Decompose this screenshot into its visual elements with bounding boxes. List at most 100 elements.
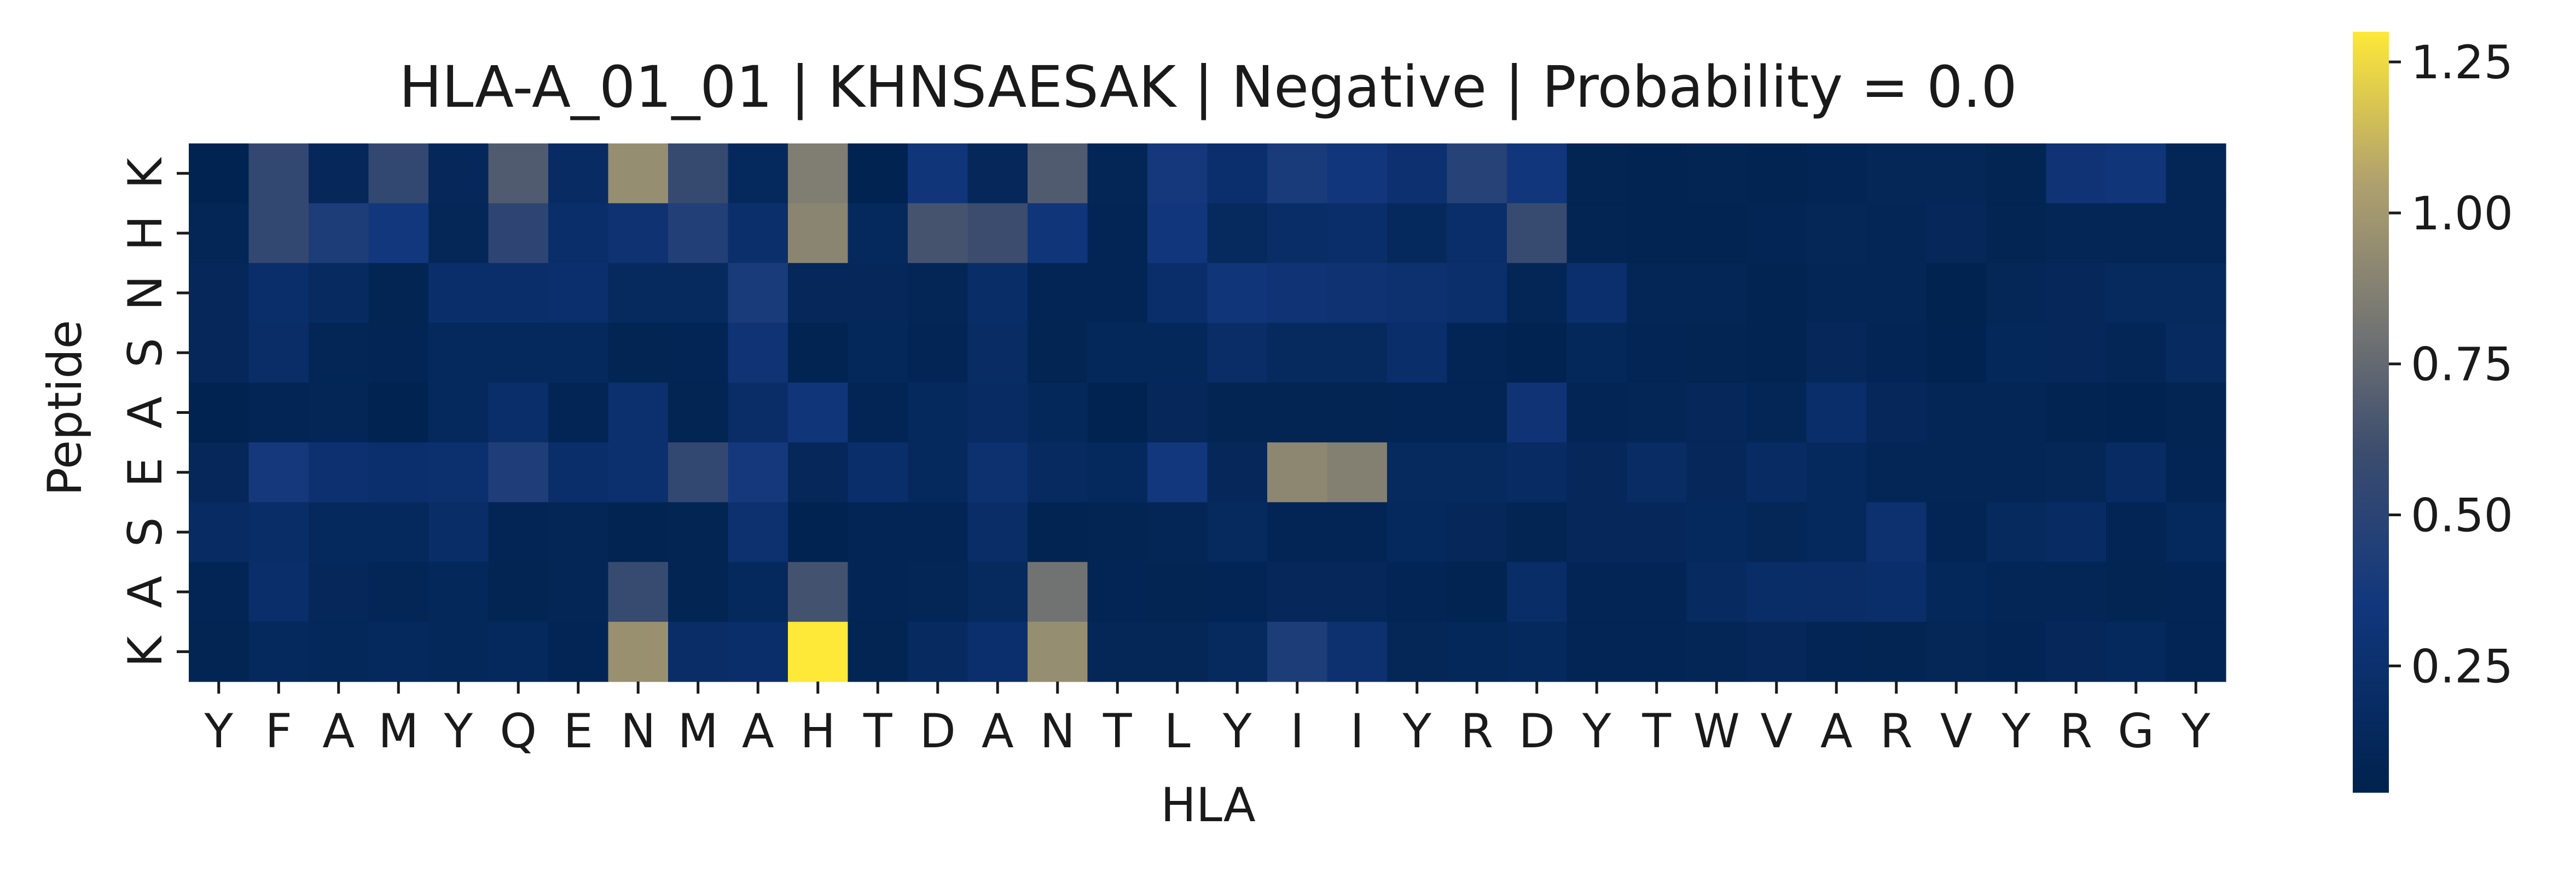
heatmap-cell: [309, 382, 369, 443]
heatmap-cell: [1147, 442, 1208, 503]
heatmap-cell: [728, 203, 788, 264]
heatmap-cell: [1627, 442, 1687, 503]
heatmap-cell: [1387, 621, 1448, 682]
x-tick-label: I: [1350, 704, 1364, 759]
heatmap-cell: [788, 143, 849, 204]
heatmap-cell: [1147, 382, 1208, 443]
heatmap-cell: [189, 143, 250, 204]
heatmap-cell: [967, 143, 1028, 204]
heatmap-cell: [1147, 263, 1208, 324]
heatmap-cell: [1267, 143, 1328, 204]
heatmap-cell: [1028, 502, 1088, 563]
heatmap-cell: [1327, 502, 1388, 563]
heatmap-cell: [1806, 322, 1867, 383]
heatmap-cell: [1207, 562, 1268, 622]
heatmap-cell: [428, 621, 489, 682]
heatmap-cell: [428, 502, 489, 563]
heatmap-cell: [309, 562, 369, 622]
heatmap-cell: [2166, 322, 2226, 383]
heatmap-cell: [1986, 442, 2047, 503]
heatmap-cell: [1926, 263, 1987, 324]
x-tick-label: Q: [500, 704, 537, 759]
heatmap-cell: [1387, 502, 1448, 563]
heatmap-cell: [248, 203, 309, 264]
heatmap-cell: [608, 502, 669, 563]
heatmap-cell: [1986, 322, 2047, 383]
heatmap-cell: [1866, 263, 1927, 324]
heatmap-cell: [1686, 562, 1747, 622]
heatmap-cell: [967, 322, 1028, 383]
heatmap-cell: [1327, 322, 1388, 383]
heatmap-cell: [1567, 621, 1627, 682]
heatmap-cell: [2166, 562, 2226, 622]
heatmap-cell: [189, 382, 250, 443]
heatmap-cell: [908, 203, 968, 264]
heatmap-cell: [2046, 621, 2107, 682]
x-tick-label: A: [742, 704, 774, 759]
heatmap-cell: [548, 263, 609, 324]
heatmap-cell: [1387, 143, 1448, 204]
heatmap-cell: [1028, 442, 1088, 503]
heatmap-cell: [1207, 203, 1268, 264]
y-axis-label: Peptide: [38, 320, 92, 495]
heatmap-cell: [1147, 322, 1208, 383]
heatmap-cell: [1686, 322, 1747, 383]
heatmap-cell: [1806, 382, 1867, 443]
heatmap-cell: [548, 382, 609, 443]
heatmap-cell: [189, 263, 250, 324]
heatmap-cell: [248, 442, 309, 503]
x-tick-label: A: [1820, 704, 1853, 759]
heatmap-cell: [1447, 502, 1507, 563]
heatmap-cell: [368, 263, 429, 324]
heatmap-cell: [2046, 562, 2107, 622]
heatmap-cell: [1747, 562, 1807, 622]
heatmap-cell: [1806, 621, 1867, 682]
heatmap-cell: [1028, 203, 1088, 264]
heatmap-cell: [1866, 143, 1927, 204]
heatmap-cell: [428, 322, 489, 383]
heatmap-cell: [1806, 263, 1867, 324]
heatmap-cell: [1567, 263, 1627, 324]
x-tick-label: M: [378, 704, 419, 759]
heatmap-cell: [1686, 502, 1747, 563]
heatmap-cell: [1267, 322, 1328, 383]
heatmap-cell: [1087, 621, 1148, 682]
heatmap-cell: [1507, 442, 1568, 503]
heatmap-cell: [2106, 203, 2167, 264]
heatmap-cell: [2166, 382, 2226, 443]
heatmap-cell: [1747, 322, 1807, 383]
heatmap-cell: [2106, 263, 2167, 324]
heatmap-cell: [1986, 562, 2047, 622]
heatmap-cell: [908, 382, 968, 443]
heatmap-cell: [368, 322, 429, 383]
heatmap-cell: [1028, 322, 1088, 383]
heatmap-cell: [1926, 621, 1987, 682]
heatmap-cell: [1207, 382, 1268, 443]
heatmap-cell: [2166, 263, 2226, 324]
heatmap-cell: [848, 203, 908, 264]
heatmap-cell: [1207, 263, 1268, 324]
x-tick-label: Y: [1582, 704, 1611, 759]
heatmap-cell: [1747, 621, 1807, 682]
heatmap-cell: [967, 621, 1028, 682]
y-tick-label: S: [118, 517, 173, 547]
heatmap-cell: [1087, 502, 1148, 563]
heatmap-cell: [1627, 203, 1687, 264]
heatmap-cell: [368, 442, 429, 503]
heatmap-cell: [368, 621, 429, 682]
x-tick-label: T: [1641, 704, 1671, 759]
heatmap-cell: [1507, 621, 1568, 682]
heatmap-cell: [788, 203, 849, 264]
heatmap-cell: [2046, 263, 2107, 324]
heatmap-cell: [848, 143, 908, 204]
heatmap-cell: [488, 621, 549, 682]
heatmap-cell: [1447, 621, 1507, 682]
heatmap-cell: [908, 442, 968, 503]
x-tick-label: A: [322, 704, 355, 759]
colorbar-tick-label: 0.25: [2411, 639, 2513, 693]
x-tick-label: T: [1103, 704, 1132, 759]
heatmap-cell: [1507, 263, 1568, 324]
heatmap-cell: [1747, 502, 1807, 563]
heatmap-cell: [368, 382, 429, 443]
heatmap-cell: [668, 442, 729, 503]
